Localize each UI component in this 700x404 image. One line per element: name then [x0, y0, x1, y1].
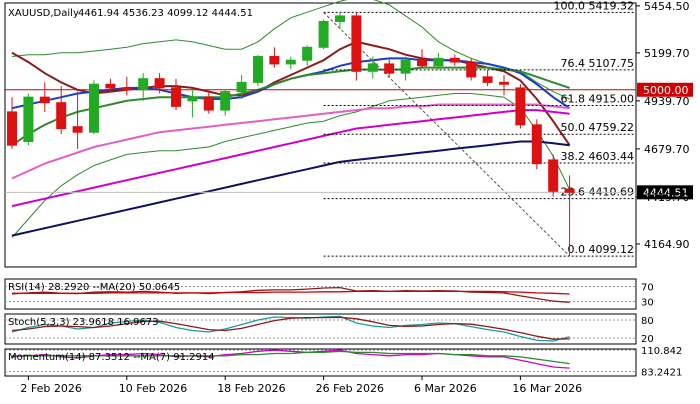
candle-body: [499, 81, 509, 85]
candle-body: [220, 91, 231, 111]
date-tick-label: 10 Feb 2026: [119, 382, 187, 395]
momentum-tick-label: 110.842: [641, 346, 682, 357]
candle-body: [564, 188, 575, 193]
fib-level-label: 100.0 5419.32: [554, 0, 634, 12]
rsi-tick-label: 30: [641, 298, 654, 309]
ma-pink-line: [11, 103, 570, 180]
momentum-tick-label: 83.2421: [641, 368, 682, 379]
candle-body: [187, 96, 198, 102]
ma-magenta-line: [11, 109, 570, 208]
rsi-panel-frame: [4, 278, 637, 310]
chart-header-symbol: XAUUSD,Daily: [8, 8, 79, 19]
price-tick-label: 4419.70: [644, 191, 690, 204]
candle-body: [56, 102, 67, 130]
fib-level-label: 50.0 4759.22: [561, 121, 634, 134]
price-tick-label: 5454.50: [644, 0, 690, 13]
ma-green-line: [11, 66, 570, 147]
candle-body: [384, 63, 395, 74]
candle-body: [515, 87, 526, 126]
ma-navy-line: [11, 140, 570, 237]
price-tick-label: 4164.90: [644, 238, 690, 251]
candle-body: [400, 59, 411, 74]
candle-body: [449, 57, 460, 63]
candle-body: [351, 15, 362, 72]
rsi-label: RSI(14) 28.2920 --MA(20) 50.0645: [8, 282, 180, 293]
price-tick-label: 5199.70: [644, 47, 690, 60]
price-tick-label: 4679.70: [644, 143, 690, 156]
horizontal-level-tag: [637, 82, 693, 97]
fib-level-label: 38.2 4603.44: [561, 150, 634, 163]
momentum-label: Momentum(14) 87.3512 --MA(7) 91.2914: [8, 352, 215, 363]
rsi-series-line: [12, 290, 570, 295]
candle-body: [154, 78, 165, 89]
candle-body: [318, 20, 329, 48]
candle-body: [367, 63, 378, 72]
horizontal-level-label: 5000.00: [643, 84, 689, 97]
stochastic-series-line: [11, 316, 570, 340]
candle-body: [253, 56, 263, 83]
candle-body: [138, 78, 149, 91]
candle-body: [39, 96, 50, 104]
candle-body: [89, 83, 99, 133]
candle-body: [105, 83, 116, 89]
fib-level-label: 0.0 4099.12: [568, 243, 634, 256]
candle-body: [7, 111, 17, 146]
candle-body: [72, 126, 83, 133]
candle-body: [171, 87, 181, 107]
rsi-series-line: [11, 286, 570, 303]
candle-body: [285, 59, 296, 65]
bollinger-upper-line: [11, 0, 570, 100]
price-tick-label: 4939.70: [644, 95, 690, 108]
candle-body: [482, 76, 493, 83]
current-price-label: 4444.51: [643, 186, 689, 199]
stochastic-label: Stoch(5,3,3) 23.9618 16.9673: [8, 317, 159, 328]
candle-body: [121, 87, 132, 91]
momentum-series-line: [11, 349, 570, 369]
fib-trend-line: [323, 12, 570, 257]
candle-body: [433, 57, 444, 67]
rsi-tick-label: 70: [641, 283, 654, 294]
candle-body: [236, 81, 247, 93]
current-price-tag: [637, 185, 693, 200]
candle-body: [335, 15, 345, 22]
ma-fast-brown-line: [11, 40, 571, 146]
stochastic-tick-label: 20: [641, 334, 654, 345]
candle-body: [203, 96, 214, 111]
candle-body: [23, 96, 34, 142]
candle-body: [302, 46, 313, 61]
date-tick-label: 18 Feb 2026: [217, 382, 285, 395]
momentum-series-line: [12, 350, 570, 365]
chart-header-ohlc: 4461.94 4536.23 4099.12 4444.51: [78, 8, 253, 19]
candle-body: [466, 61, 477, 78]
date-tick-label: 6 Mar 2026: [414, 382, 477, 395]
candle-body: [548, 159, 559, 192]
date-tick-label: 2 Feb 2026: [20, 382, 81, 395]
date-tick-label: 26 Feb 2026: [316, 382, 384, 395]
fib-level-label: 76.4 5107.75: [561, 57, 634, 70]
stochastic-tick-label: 80: [641, 316, 654, 327]
fib-level-label: 61.8 4915.00: [561, 92, 634, 105]
date-tick-label: 16 Mar 2026: [512, 382, 582, 395]
candle-body: [417, 59, 427, 67]
candle-body: [531, 124, 542, 165]
bollinger-lower-line: [11, 93, 571, 238]
candle-body: [269, 56, 280, 65]
